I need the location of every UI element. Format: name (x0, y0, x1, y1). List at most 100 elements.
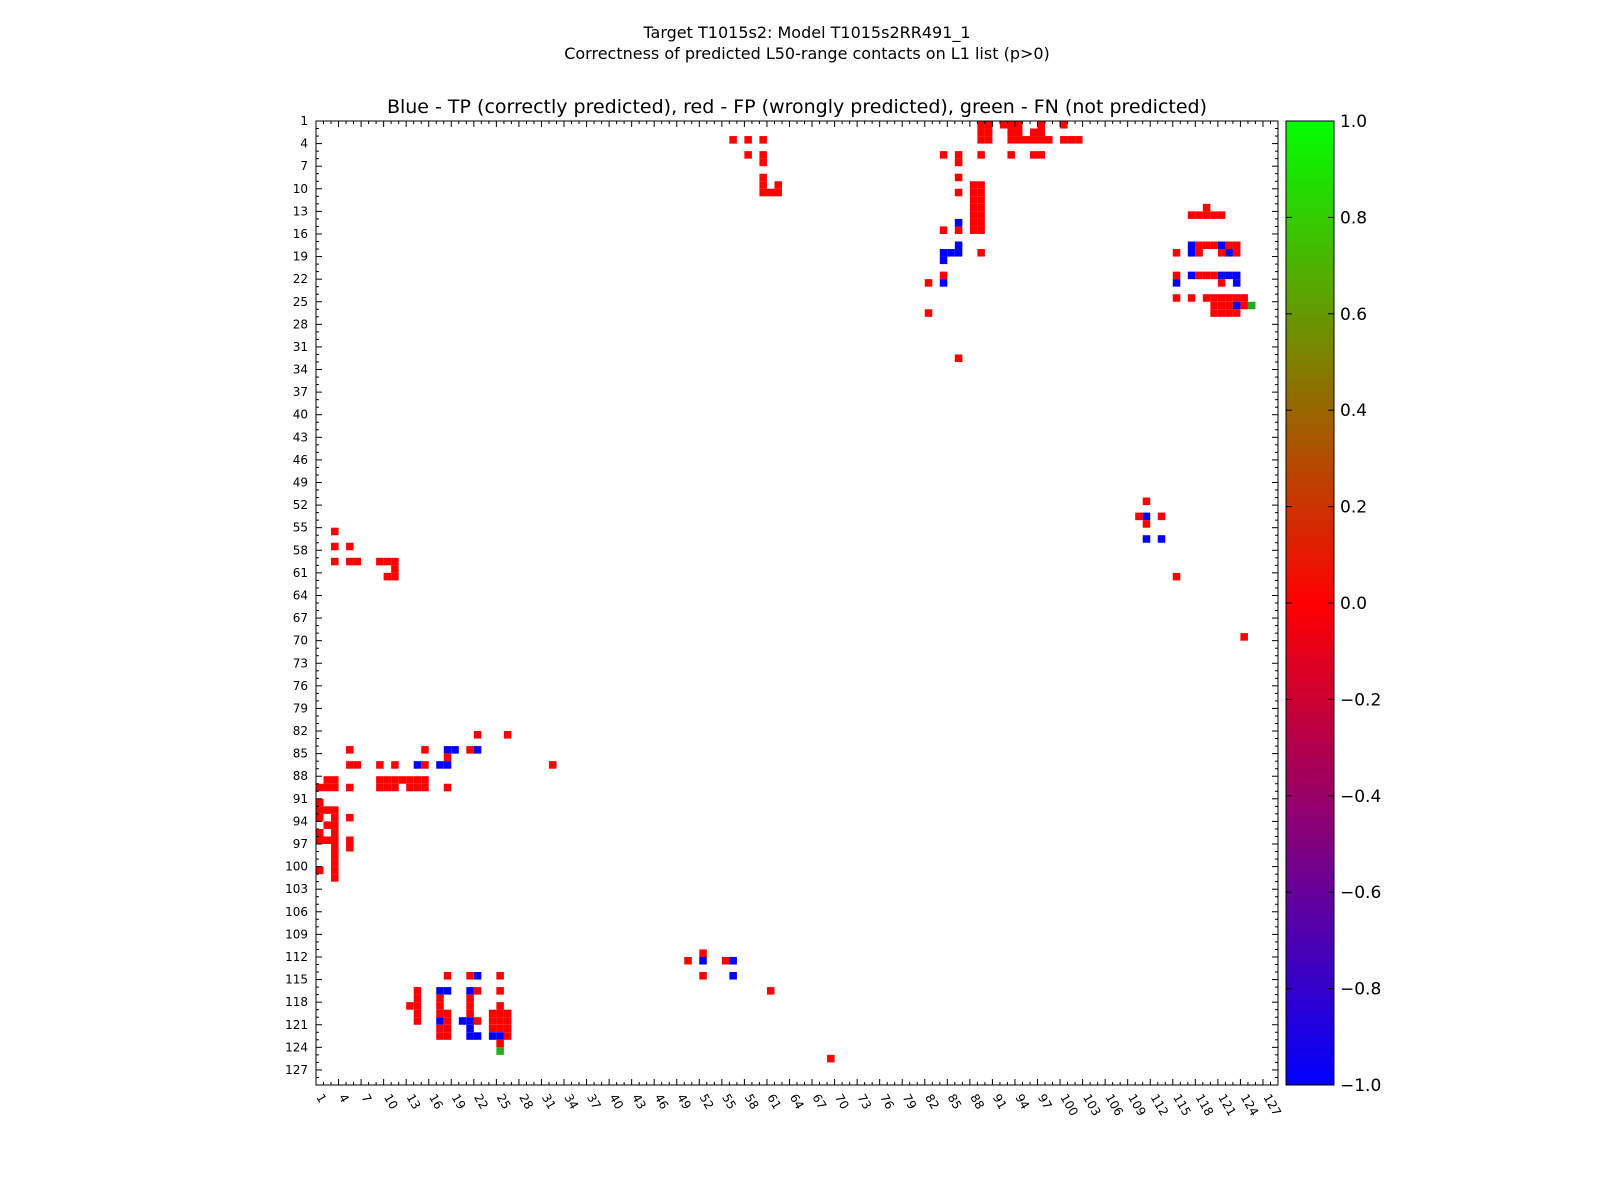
contact-cells (316, 121, 1256, 1063)
colorbar-tick-label: 0.0 (1340, 594, 1367, 614)
fp-cell (1135, 512, 1143, 521)
y-tick-label: 19 (293, 250, 308, 264)
fp-cell (1210, 309, 1218, 317)
fp-cell (331, 836, 339, 844)
fp-cell (977, 249, 985, 257)
tp-cell (413, 761, 422, 769)
tp-cell (1172, 279, 1181, 287)
fp-cell (316, 813, 324, 822)
fp-cell (969, 218, 978, 227)
y-tick-label: 22 (293, 272, 308, 286)
fp-cell (954, 226, 963, 234)
fp-cell (759, 151, 767, 159)
y-tick-label: 34 (293, 363, 308, 377)
fp-cell (503, 1024, 512, 1033)
colorbar-tick-label: 0.8 (1340, 208, 1367, 228)
tp-cell (1142, 535, 1151, 543)
x-tick-label: 109 (1125, 1092, 1149, 1119)
tp-cell (1232, 271, 1241, 280)
fp-cell (376, 761, 384, 769)
fp-cell (323, 776, 332, 784)
y-tick-label: 121 (285, 1018, 308, 1032)
fp-cell (443, 783, 452, 792)
fp-cell (1225, 309, 1233, 317)
fp-cell (496, 1039, 504, 1048)
x-tick-label: 79 (900, 1092, 920, 1112)
plot-background (316, 121, 1278, 1085)
y-tick-label: 7 (300, 159, 308, 173)
fp-cell (939, 226, 948, 234)
fp-cell (436, 1032, 444, 1040)
x-tick-label: 70 (832, 1092, 852, 1112)
y-tick-label: 103 (285, 882, 308, 896)
y-tick-label: 1 (300, 114, 308, 128)
fp-cell (316, 783, 324, 792)
colorbar-tick-label: 1.0 (1340, 112, 1367, 132)
fp-cell (977, 218, 985, 227)
fp-cell (331, 874, 339, 882)
fp-cell (406, 783, 414, 792)
x-tick-label: 28 (516, 1092, 536, 1112)
y-tick-labels: 1 4 7 10 13 16 19 22 25 28 31 34 37 40 43 46 49 52 55 58 61 6… (285, 114, 308, 1077)
y-tick-label: 16 (293, 227, 308, 241)
fp-cell (1195, 211, 1203, 219)
fp-cell (323, 821, 332, 829)
y-tick-label: 88 (293, 769, 308, 783)
fp-cell (1022, 136, 1030, 144)
tp-cell (436, 1017, 444, 1025)
fp-cell (1029, 136, 1038, 144)
fp-cell (759, 173, 767, 182)
y-tick-label: 49 (293, 476, 308, 490)
tp-cell (947, 249, 955, 257)
fp-cell (977, 136, 985, 144)
fp-cell (391, 761, 399, 769)
x-tick-label: 13 (404, 1092, 424, 1112)
y-tick-label: 64 (293, 589, 308, 603)
fp-cell (331, 813, 339, 822)
fp-cell (1172, 249, 1181, 257)
fp-cell (316, 836, 324, 844)
y-tick-label: 76 (293, 679, 308, 693)
colorbar-tick-label: −0.8 (1340, 980, 1381, 1000)
fp-cell (984, 128, 993, 137)
fp-cell (421, 776, 429, 784)
tp-cell (436, 987, 444, 995)
fp-cell (924, 279, 933, 287)
fp-cell (496, 987, 504, 995)
fp-cell (503, 1032, 512, 1040)
y-tick-label: 52 (293, 498, 308, 512)
fp-cell (473, 1017, 482, 1025)
fp-cell (1007, 136, 1015, 144)
fp-cell (421, 761, 429, 769)
x-tick-label: 103 (1080, 1092, 1104, 1119)
plot-title: Blue - TP (correctly predicted), red - F… (387, 96, 1207, 118)
x-tick-label: 76 (877, 1092, 897, 1112)
fp-cell (1142, 520, 1151, 528)
x-tick-label: 73 (855, 1092, 875, 1112)
fp-cell (744, 136, 752, 144)
colorbar-tick-label: 0.6 (1340, 305, 1367, 325)
fp-cell (1014, 121, 1023, 129)
fp-cell (1210, 211, 1218, 219)
fp-cell (1217, 211, 1226, 219)
fp-cell (984, 121, 993, 129)
x-tick-label: 106 (1103, 1092, 1127, 1119)
x-tick-label: 31 (539, 1092, 559, 1112)
tp-cell (729, 972, 737, 980)
fp-cell (391, 565, 399, 573)
fp-cell (954, 173, 963, 182)
x-tick-label: 124 (1238, 1092, 1262, 1119)
fp-cell (391, 776, 399, 784)
fp-cell (1232, 294, 1241, 302)
tp-cell (954, 249, 963, 257)
fp-cell (1240, 301, 1248, 310)
colorbar-tick-label: 0.2 (1340, 498, 1367, 518)
fp-cell (346, 783, 354, 792)
tp-cell (466, 987, 474, 995)
fp-cell (1037, 136, 1046, 144)
fp-cell (413, 776, 422, 784)
fp-cell (1232, 241, 1241, 250)
tp-cell (699, 956, 707, 965)
tp-cell (473, 1032, 482, 1040)
colorbar: 1.0 0.8 0.6 0.4 0.2 0.0 −0.2 −0.4 −0.6 −0.8 −1.0 (1285, 112, 1381, 1096)
